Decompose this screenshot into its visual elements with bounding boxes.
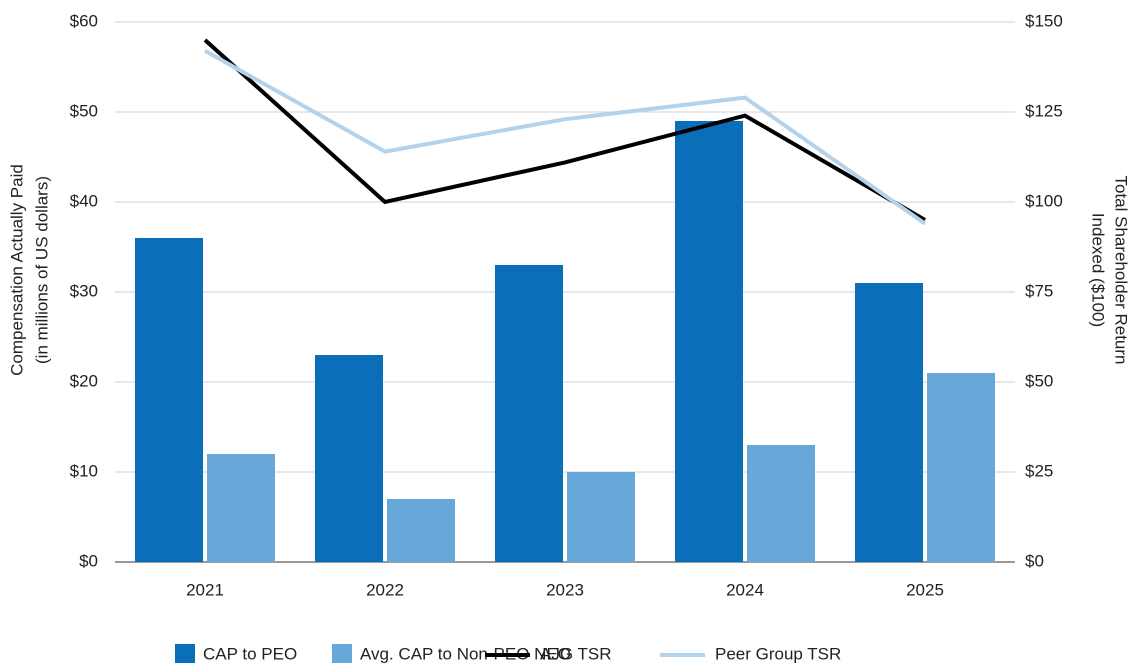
- bar: [495, 265, 563, 562]
- y2-tick-label: $0: [1025, 551, 1044, 570]
- bar: [675, 121, 743, 562]
- legend-swatch: [175, 644, 195, 663]
- line: [204, 49, 927, 226]
- y-tick-label: $60: [70, 11, 98, 30]
- y2-tick-label: $50: [1025, 371, 1053, 390]
- y-tick-label: $20: [70, 371, 98, 390]
- x-tick-label: 2024: [726, 580, 764, 599]
- bar: [207, 454, 275, 562]
- y2-tick-label: $25: [1025, 461, 1053, 480]
- legend-label: CAP to PEO: [203, 644, 297, 663]
- y2-tick-label: $100: [1025, 191, 1063, 210]
- legend-label: AJG TSR: [540, 644, 611, 663]
- y-tick-label: $0: [79, 551, 98, 570]
- y-tick-label: $40: [70, 191, 98, 210]
- bar: [927, 373, 995, 562]
- bar: [135, 238, 203, 562]
- y-tick-label: $10: [70, 461, 98, 480]
- bar: [567, 472, 635, 562]
- y-tick-label: $30: [70, 281, 98, 300]
- y-tick-label: $50: [70, 101, 98, 120]
- x-tick-label: 2025: [906, 580, 944, 599]
- y2-tick-label: $150: [1025, 11, 1063, 30]
- bar: [747, 445, 815, 562]
- bar: [387, 499, 455, 562]
- bar: [315, 355, 383, 562]
- x-tick-label: 2021: [186, 580, 224, 599]
- bar: [855, 283, 923, 562]
- line: [203, 38, 927, 222]
- y-axis-label: (in millions of US dollars): [32, 176, 51, 364]
- legend-label: Peer Group TSR: [715, 644, 841, 663]
- y2-tick-label: $125: [1025, 101, 1063, 120]
- y2-axis-label: Total Shareholder Return: [1112, 175, 1130, 364]
- y2-axis-label: Indexed ($100): [1089, 213, 1108, 327]
- legend-swatch: [332, 644, 352, 663]
- x-tick-label: 2022: [366, 580, 404, 599]
- y-axis-label: Compensation Actually Paid: [7, 164, 26, 376]
- legend-label: Avg. CAP to Non-PEO NEO: [360, 644, 571, 663]
- y2-tick-label: $75: [1025, 281, 1053, 300]
- x-tick-label: 2023: [546, 580, 584, 599]
